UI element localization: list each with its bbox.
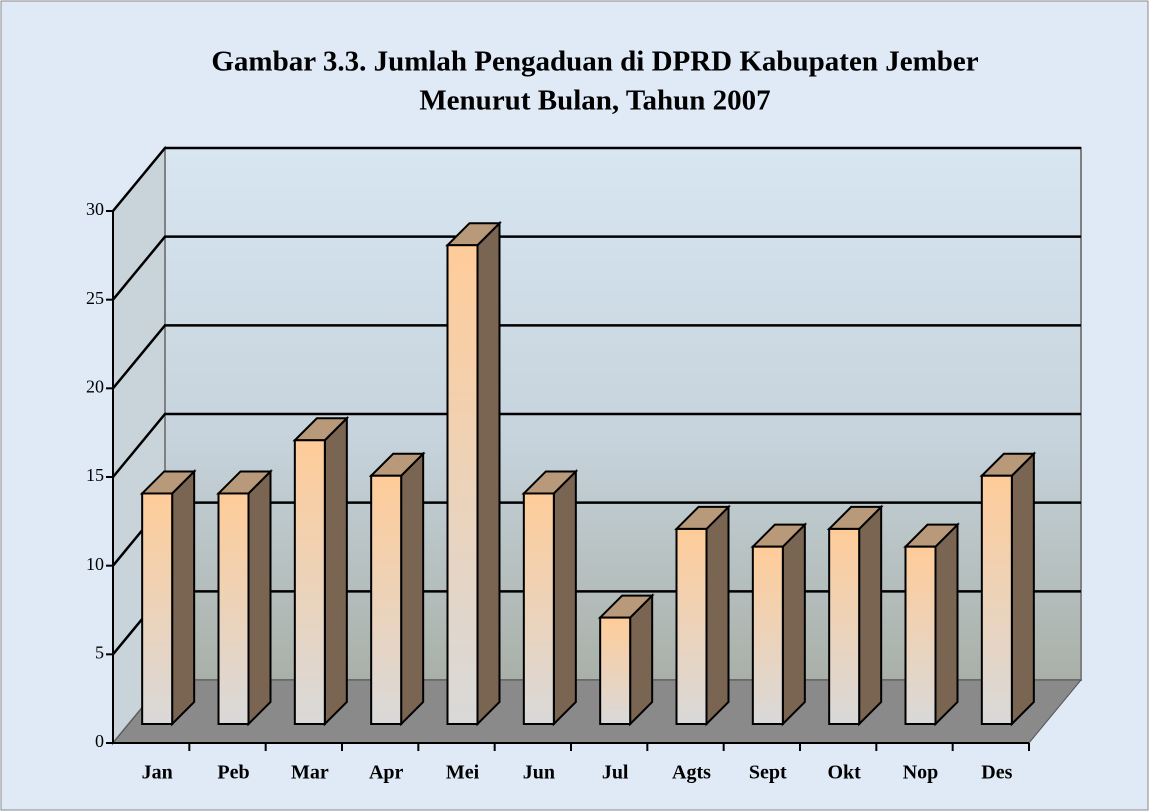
x-tick-label: Jul bbox=[602, 762, 629, 784]
bar bbox=[828, 527, 861, 726]
x-tick-label: Agts bbox=[672, 762, 711, 784]
bar bbox=[370, 474, 403, 725]
bar bbox=[675, 527, 708, 726]
bar bbox=[522, 492, 555, 726]
bar-side bbox=[1010, 451, 1035, 727]
bar-side bbox=[858, 504, 883, 727]
bar bbox=[293, 439, 326, 725]
bar bbox=[904, 545, 937, 726]
bar-side bbox=[400, 451, 425, 727]
grid-line bbox=[112, 235, 1081, 301]
bar bbox=[599, 616, 632, 725]
grid-line bbox=[112, 324, 1081, 390]
x-tick-label: Mei bbox=[446, 762, 480, 784]
x-tick-label: Okt bbox=[827, 762, 861, 784]
x-tick-label: Des bbox=[981, 762, 1012, 784]
y-tick-label: 10 bbox=[86, 554, 104, 574]
bar-side bbox=[247, 469, 272, 727]
x-tick-label: Nop bbox=[903, 762, 939, 784]
y-tick-label: 20 bbox=[86, 376, 104, 396]
bar-side bbox=[171, 469, 196, 727]
x-tick-label: Mar bbox=[291, 762, 329, 784]
chart-title: Gambar 3.3. Jumlah Pengaduan di DPRD Kab… bbox=[211, 46, 978, 78]
bar bbox=[751, 545, 784, 726]
x-tick-label: Jan bbox=[142, 762, 173, 784]
bar-side bbox=[476, 220, 501, 727]
bar-side bbox=[781, 522, 806, 727]
bar bbox=[980, 474, 1013, 725]
grid-line bbox=[112, 412, 1081, 478]
x-tick-label: Sept bbox=[749, 762, 787, 784]
bar bbox=[446, 244, 479, 725]
bar bbox=[141, 492, 174, 726]
x-tick-label: Jun bbox=[523, 762, 555, 784]
x-tick-label: Apr bbox=[369, 762, 404, 784]
bar-side bbox=[323, 415, 348, 727]
bar-side bbox=[552, 469, 577, 727]
y-tick-label: 15 bbox=[86, 465, 104, 485]
x-tick-label: Peb bbox=[217, 762, 249, 784]
grid-line bbox=[112, 146, 1081, 212]
y-tick-label: 30 bbox=[86, 199, 104, 219]
y-tick-label: 0 bbox=[95, 731, 104, 751]
y-tick-label: 5 bbox=[95, 642, 104, 662]
bar-side bbox=[705, 504, 730, 727]
y-tick-label: 25 bbox=[86, 288, 104, 308]
chart-title: Menurut Bulan, Tahun 2007 bbox=[419, 85, 770, 117]
bar bbox=[217, 492, 250, 726]
bar-side bbox=[934, 522, 959, 727]
